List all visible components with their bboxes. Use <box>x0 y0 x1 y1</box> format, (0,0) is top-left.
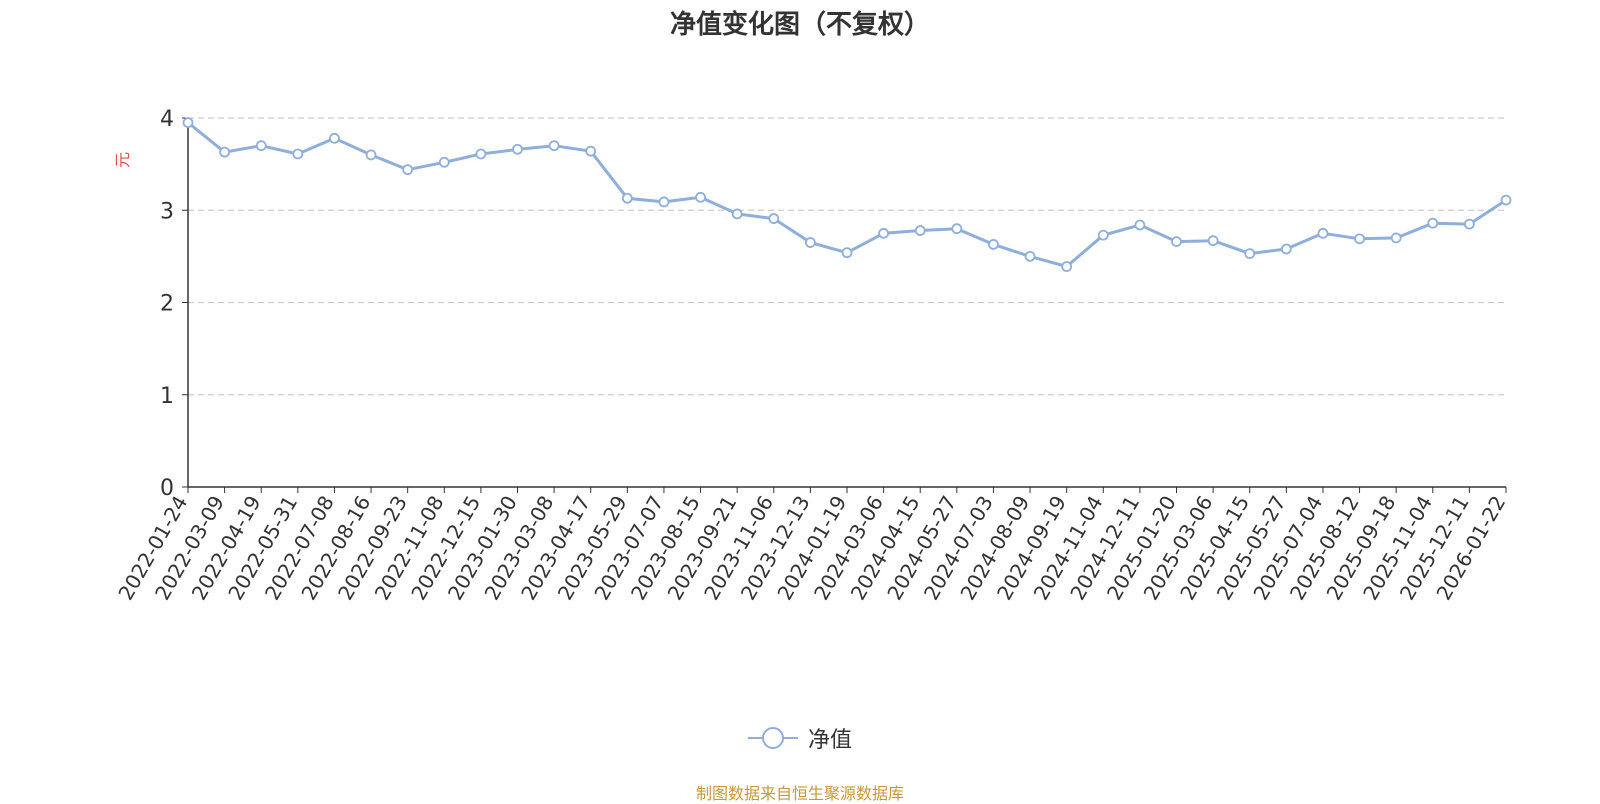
data-point-36[interactable] <box>1500 194 1512 206</box>
y-tick-label-1: 1 <box>160 384 174 409</box>
data-point-18[interactable] <box>841 247 853 259</box>
data-point-0[interactable] <box>182 117 194 129</box>
data-point-1[interactable] <box>219 146 231 158</box>
series-line-nav <box>187 121 1507 268</box>
data-point-17[interactable] <box>804 237 816 248</box>
legend-marker-icon <box>747 727 798 749</box>
data-point-23[interactable] <box>1024 250 1036 262</box>
data-point-28[interactable] <box>1207 235 1219 247</box>
legend[interactable]: 净值 <box>0 722 1600 754</box>
data-point-16[interactable] <box>768 213 780 224</box>
data-point-24[interactable] <box>1061 261 1073 272</box>
data-point-4[interactable] <box>329 132 340 144</box>
nav-line-chart: 元 012342022-01-242022-03-092022-04-19202… <box>113 107 1512 604</box>
y-tick-label-3: 3 <box>160 199 174 224</box>
tick-labels: 012342022-01-242022-03-092022-04-192022-… <box>113 107 1510 604</box>
data-point-32[interactable] <box>1354 233 1365 245</box>
data-point-22[interactable] <box>988 238 999 250</box>
data-point-8[interactable] <box>475 148 487 160</box>
data-point-5[interactable] <box>365 149 377 161</box>
marker-layer <box>182 117 1512 272</box>
legend-label: 净值 <box>807 728 852 753</box>
data-point-11[interactable] <box>585 145 597 157</box>
data-point-15[interactable] <box>731 208 743 220</box>
y-axis-label: 元 <box>113 152 132 168</box>
data-point-21[interactable] <box>951 223 963 235</box>
data-point-13[interactable] <box>658 196 670 208</box>
data-point-10[interactable] <box>548 140 560 152</box>
data-point-2[interactable] <box>255 140 267 152</box>
data-point-26[interactable] <box>1134 219 1146 231</box>
y-tick-label-0: 0 <box>160 476 174 501</box>
y-tick-label-2: 2 <box>160 292 174 317</box>
data-point-3[interactable] <box>292 148 304 160</box>
data-point-33[interactable] <box>1390 232 1402 244</box>
chart-title: 净值变化图（不复权） <box>669 10 930 40</box>
data-point-19[interactable] <box>878 227 890 239</box>
data-point-6[interactable] <box>402 164 414 176</box>
data-point-27[interactable] <box>1171 236 1182 248</box>
axes <box>182 117 1507 493</box>
data-point-7[interactable] <box>438 156 450 168</box>
y-tick-label-4: 4 <box>160 107 174 132</box>
source-note: 制图数据来自恒生聚源数据库 <box>695 784 904 803</box>
data-point-14[interactable] <box>695 191 706 203</box>
series-layer <box>187 121 1507 268</box>
data-point-9[interactable] <box>512 143 523 155</box>
data-point-20[interactable] <box>914 225 926 236</box>
data-point-35[interactable] <box>1463 218 1475 230</box>
data-point-34[interactable] <box>1427 217 1439 229</box>
data-point-29[interactable] <box>1244 248 1256 260</box>
data-point-30[interactable] <box>1280 243 1292 255</box>
data-point-31[interactable] <box>1317 227 1329 239</box>
data-point-25[interactable] <box>1097 229 1109 241</box>
data-point-12[interactable] <box>621 192 633 204</box>
